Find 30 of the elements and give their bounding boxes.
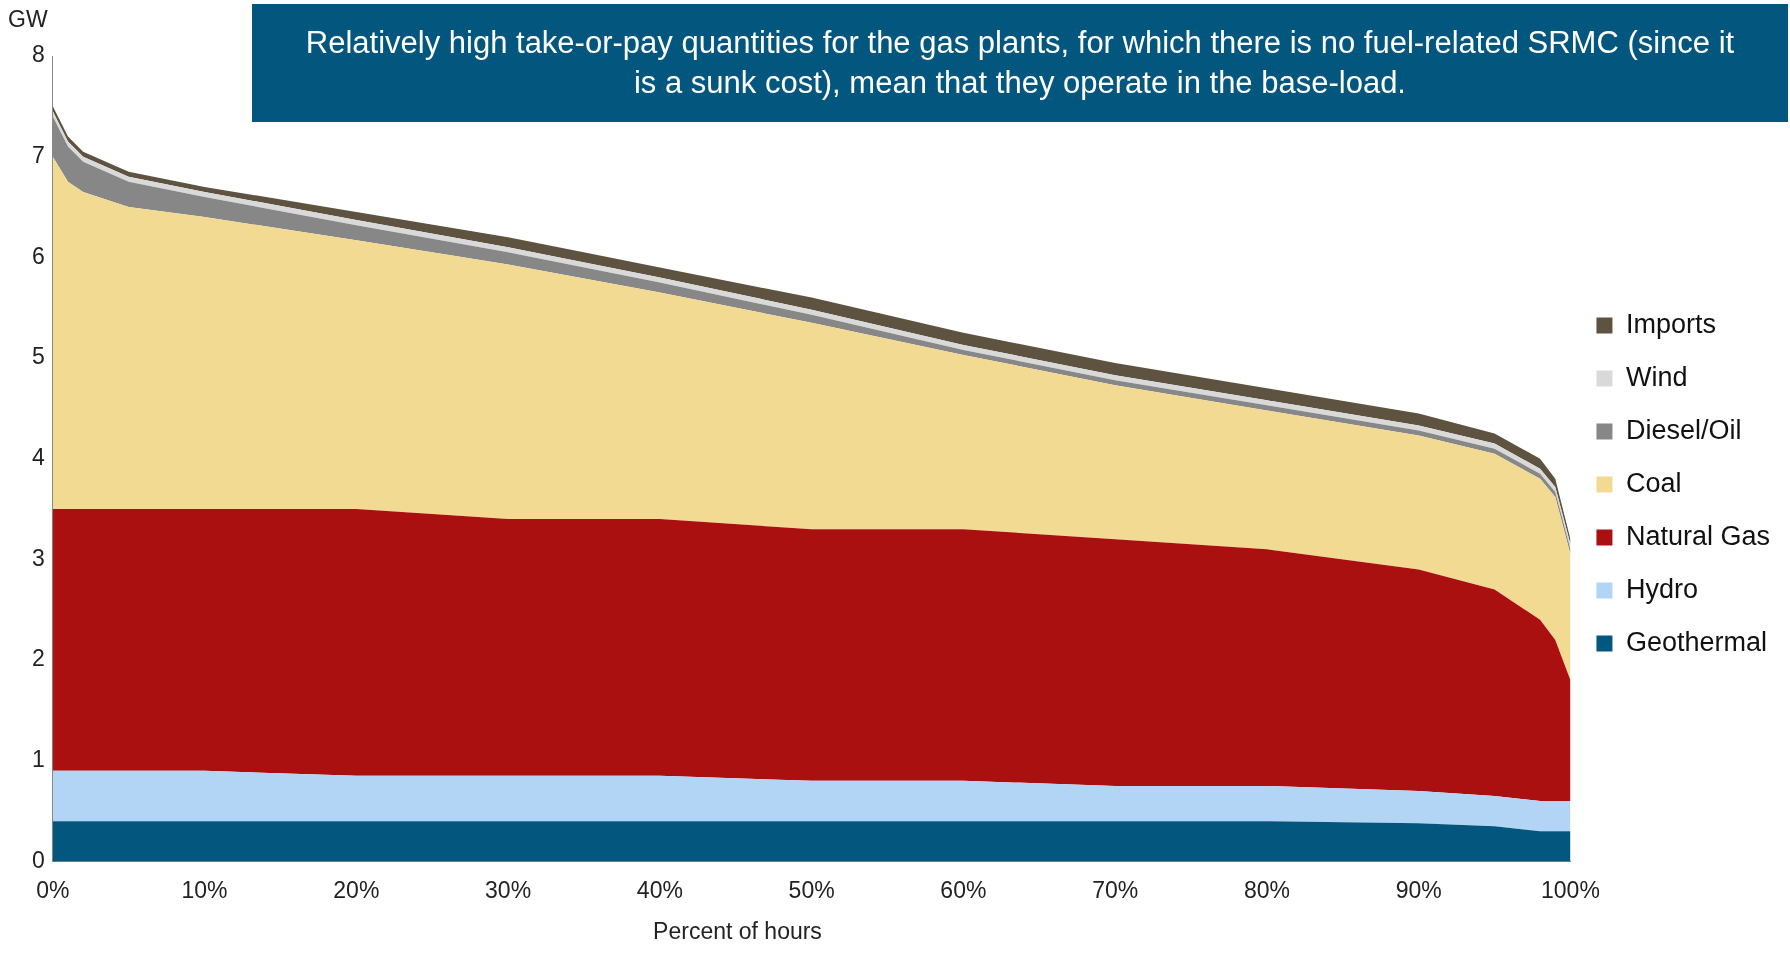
y-tick-label: 0 bbox=[31, 846, 45, 873]
y-tick-label: 4 bbox=[31, 444, 45, 471]
y-tick-label: 5 bbox=[31, 343, 45, 370]
x-tick-label: 20% bbox=[333, 876, 380, 903]
x-tick-label: 10% bbox=[181, 876, 228, 903]
y-tick-label: 1 bbox=[31, 746, 45, 773]
title-banner: Relatively high take-or-pay quantities for the gas plants, for which there is no fuel-related SRMC (since it is a sunk cost), mean that they operate in the base-load. bbox=[252, 4, 1788, 122]
legend-label: Geothermal bbox=[1625, 626, 1768, 657]
legend-label: Hydro bbox=[1625, 573, 1698, 604]
x-tick-label: 30% bbox=[485, 876, 532, 903]
legend-label: Diesel/Oil bbox=[1625, 414, 1742, 445]
x-tick-label: 90% bbox=[1395, 876, 1442, 903]
legend-label: Imports bbox=[1625, 308, 1716, 339]
x-tick-label: 50% bbox=[788, 876, 835, 903]
y-tick-label: 3 bbox=[31, 544, 45, 571]
x-tick-label: 40% bbox=[636, 876, 683, 903]
x-tick-label: 70% bbox=[1092, 876, 1139, 903]
y-tick-label: 2 bbox=[31, 645, 45, 672]
y-tick-label: 7 bbox=[31, 142, 45, 169]
y-tick-label: 6 bbox=[31, 242, 45, 269]
legend-label: Coal bbox=[1625, 467, 1682, 498]
legend-label: Wind bbox=[1625, 361, 1688, 392]
x-axis-title: Percent of hours bbox=[652, 918, 823, 945]
y-axis-title: GW bbox=[8, 6, 48, 33]
legend-label: Natural Gas bbox=[1625, 520, 1771, 551]
x-tick-label: 0% bbox=[36, 876, 70, 903]
x-tick-label: 100% bbox=[1541, 876, 1600, 903]
y-tick-label: 8 bbox=[31, 41, 45, 68]
x-tick-label: 60% bbox=[940, 876, 987, 903]
x-tick-label: 80% bbox=[1243, 876, 1290, 903]
